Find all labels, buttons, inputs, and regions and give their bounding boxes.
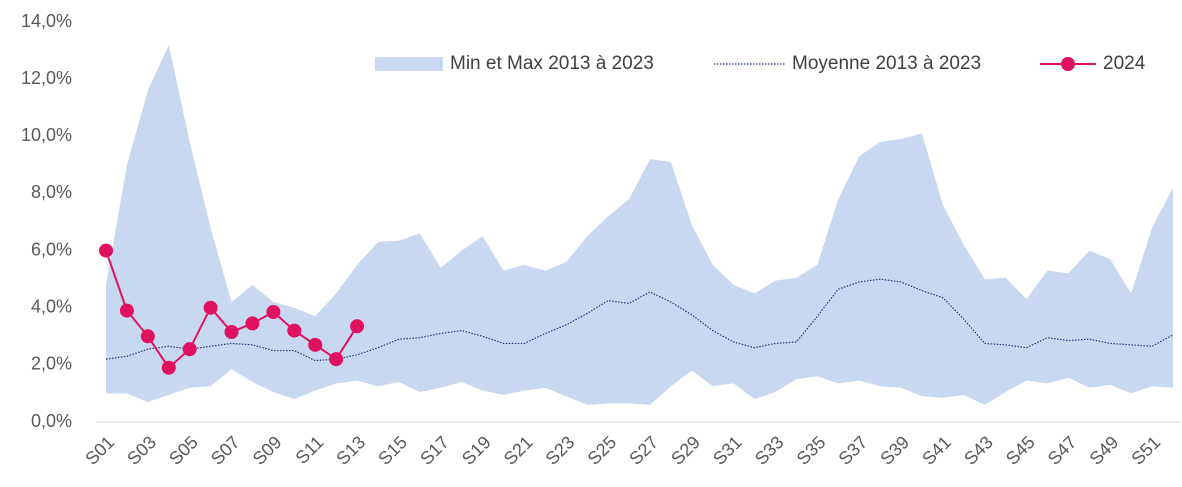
point bbox=[329, 352, 344, 367]
y-tick-label: 2,0% bbox=[31, 354, 72, 374]
x-tick-label: S33 bbox=[751, 432, 788, 469]
point bbox=[119, 303, 134, 318]
legend-swatch bbox=[375, 57, 443, 71]
x-tick-label: S43 bbox=[960, 432, 997, 469]
y-tick-label: 10,0% bbox=[21, 125, 72, 145]
x-tick-label: S41 bbox=[918, 432, 955, 469]
x-tick-label: S09 bbox=[249, 432, 286, 469]
x-tick-label: S45 bbox=[1002, 432, 1039, 469]
point bbox=[308, 337, 323, 352]
x-tick-label: S17 bbox=[416, 432, 453, 469]
x-tick-label: S37 bbox=[835, 432, 872, 469]
x-tick-label: S31 bbox=[709, 432, 746, 469]
y-tick-label: 14,0% bbox=[21, 11, 72, 31]
legend-label: 2024 bbox=[1103, 53, 1146, 74]
point bbox=[140, 329, 155, 344]
mean-line bbox=[105, 278, 1174, 362]
y-tick-label: 8,0% bbox=[31, 182, 72, 202]
point bbox=[350, 319, 365, 334]
x-tick-label: S29 bbox=[667, 432, 704, 469]
x-tick-label: S47 bbox=[1044, 432, 1081, 469]
point bbox=[287, 323, 302, 338]
point bbox=[224, 325, 239, 339]
legend-swatch bbox=[1061, 57, 1075, 71]
x-tick-label: S11 bbox=[292, 432, 328, 468]
point bbox=[245, 316, 260, 331]
x-tick-label: S05 bbox=[165, 432, 202, 469]
x-tick-label: S51 bbox=[1127, 432, 1164, 469]
point bbox=[161, 360, 176, 375]
legend-label: Min et Max 2013 à 2023 bbox=[450, 53, 654, 74]
x-tick-label: S13 bbox=[332, 432, 369, 469]
point bbox=[99, 243, 113, 258]
x-tick-label: S39 bbox=[876, 432, 913, 469]
point bbox=[203, 300, 218, 315]
x-tick-label: S15 bbox=[374, 432, 411, 469]
x-tick-label: S27 bbox=[625, 432, 662, 469]
x-tick-label: S25 bbox=[584, 432, 621, 469]
point bbox=[182, 342, 197, 357]
x-tick-label: S35 bbox=[793, 432, 830, 469]
x-tick-label: S23 bbox=[542, 432, 579, 469]
x-tick-label: S19 bbox=[458, 432, 495, 469]
y-tick-label: 0,0% bbox=[31, 411, 72, 431]
y-tick-label: 6,0% bbox=[31, 239, 72, 259]
x-tick-label: S49 bbox=[1086, 432, 1123, 469]
y-tick-label: 12,0% bbox=[21, 68, 72, 88]
range-area bbox=[106, 44, 1173, 405]
x-tick-label: S01 bbox=[81, 432, 118, 469]
x-tick-label: S21 bbox=[500, 432, 537, 469]
x-tick-label: S07 bbox=[207, 432, 244, 469]
point bbox=[266, 305, 281, 319]
legend-label: Moyenne 2013 à 2023 bbox=[792, 53, 981, 74]
y-tick-label: 4,0% bbox=[31, 296, 72, 316]
x-tick-label: S03 bbox=[123, 432, 160, 469]
